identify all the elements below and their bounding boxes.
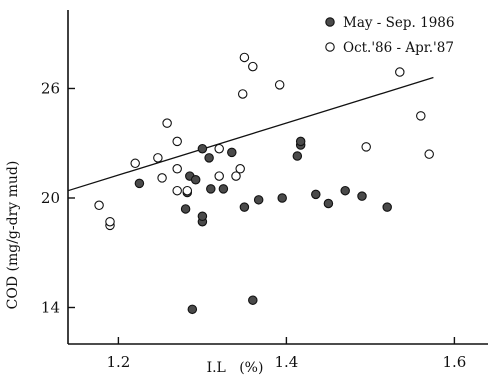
legend-marker — [325, 17, 335, 27]
x-tick-label: 1.6 — [442, 353, 466, 371]
point-may-sep-1986 — [323, 198, 334, 209]
point-oct86-apr87 — [248, 61, 258, 72]
y-tick-label: 20 — [41, 189, 60, 207]
point-may-sep-1986 — [239, 202, 250, 212]
y-tick-label: 26 — [41, 79, 60, 97]
point-oct86-apr87 — [424, 149, 434, 159]
y-axis-title: COD (mg/g-dry mud) — [5, 161, 21, 310]
point-oct86-apr87 — [105, 216, 115, 227]
point-may-sep-1986 — [180, 204, 191, 214]
legend-marker — [325, 42, 335, 52]
point-may-sep-1986 — [277, 193, 287, 203]
point-may-sep-1986 — [197, 143, 208, 154]
point-may-sep-1986 — [357, 191, 367, 201]
point-may-sep-1986 — [134, 178, 145, 189]
axes: 1.2 1.4 1.6 14 20 26 I.L (%) COD (mg/g-dry mud) — [5, 10, 488, 376]
legend-label: Oct.'86 - Apr.'87 — [343, 40, 454, 56]
point-may-sep-1986 — [204, 153, 214, 163]
x-axis-title: I.L (%) — [207, 360, 264, 376]
point-oct86-apr87 — [416, 111, 426, 121]
point-oct86-apr87 — [214, 143, 224, 154]
point-oct86-apr87 — [395, 67, 405, 77]
point-oct86-apr87 — [237, 89, 248, 99]
x-tick-label: 1.4 — [274, 353, 298, 371]
point-may-sep-1986 — [382, 202, 392, 212]
point-oct86-apr87 — [239, 52, 250, 63]
point-oct86-apr87 — [94, 200, 104, 211]
point-may-sep-1986 — [340, 185, 350, 196]
point-may-sep-1986 — [190, 174, 201, 185]
point-may-sep-1986 — [227, 147, 237, 158]
point-may-sep-1986 — [248, 295, 258, 305]
point-oct86-apr87 — [172, 185, 182, 196]
point-oct86-apr87 — [162, 118, 172, 128]
legend: May - Sep. 1986 Oct.'86 - Apr.'87 — [325, 15, 454, 56]
point-oct86-apr87 — [130, 158, 140, 169]
point-may-sep-1986 — [292, 151, 303, 161]
point-oct86-apr87 — [157, 173, 167, 183]
point-oct86-apr87 — [231, 171, 241, 181]
data-points — [94, 52, 434, 315]
trend-line-group — [67, 76, 434, 192]
point-oct86-apr87 — [172, 136, 182, 147]
point-may-sep-1986 — [295, 136, 306, 147]
point-may-sep-1986 — [311, 189, 321, 200]
legend-label: May - Sep. 1986 — [343, 15, 454, 31]
x-tick-label: 1.2 — [106, 353, 130, 371]
point-oct86-apr87 — [235, 164, 245, 174]
point-oct86-apr87 — [153, 153, 163, 163]
y-tick-label: 14 — [41, 298, 60, 316]
point-oct86-apr87 — [274, 80, 285, 90]
point-may-sep-1986 — [197, 211, 208, 221]
trend-line — [67, 76, 434, 192]
point-oct86-apr87 — [182, 185, 193, 196]
point-may-sep-1986 — [253, 195, 264, 205]
point-may-sep-1986 — [187, 304, 198, 315]
point-oct86-apr87 — [214, 171, 224, 181]
point-may-sep-1986 — [206, 184, 216, 194]
point-oct86-apr87 — [172, 164, 182, 174]
point-oct86-apr87 — [361, 142, 371, 152]
point-may-sep-1986 — [218, 184, 229, 194]
